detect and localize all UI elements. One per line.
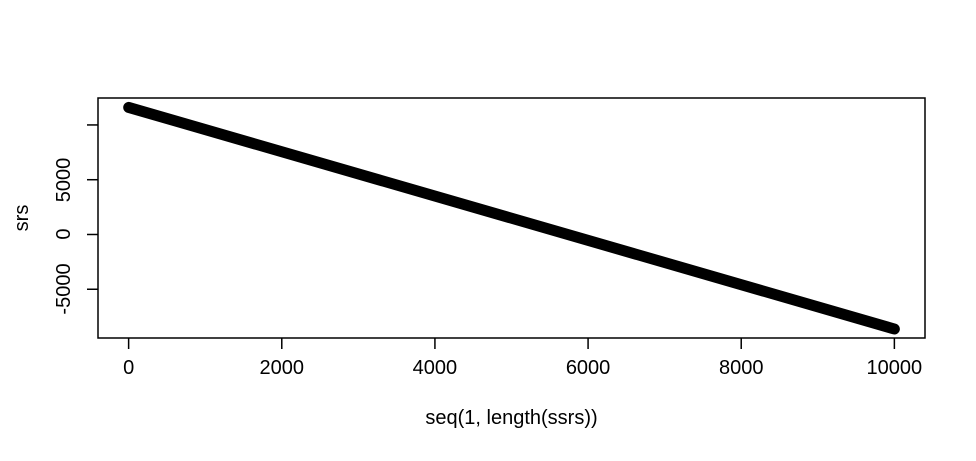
x-tick-label: 4000 <box>412 357 458 379</box>
y-tick-label: 5000 <box>53 157 75 202</box>
x-tick-label: 0 <box>123 357 135 379</box>
x-tick-label: 10000 <box>866 357 923 379</box>
data-series-line <box>123 101 900 335</box>
x-axis-title: seq(1, length(ssrs)) <box>425 407 598 429</box>
plot-border <box>97 97 926 339</box>
x-tick-label: 2000 <box>259 357 305 379</box>
x-tick-label: 6000 <box>565 357 611 379</box>
y-tick-label: 0 <box>53 228 75 241</box>
y-axis-title: srs <box>11 204 33 232</box>
y-tick-label: -5000 <box>53 263 75 315</box>
x-tick-label: 8000 <box>718 357 764 379</box>
